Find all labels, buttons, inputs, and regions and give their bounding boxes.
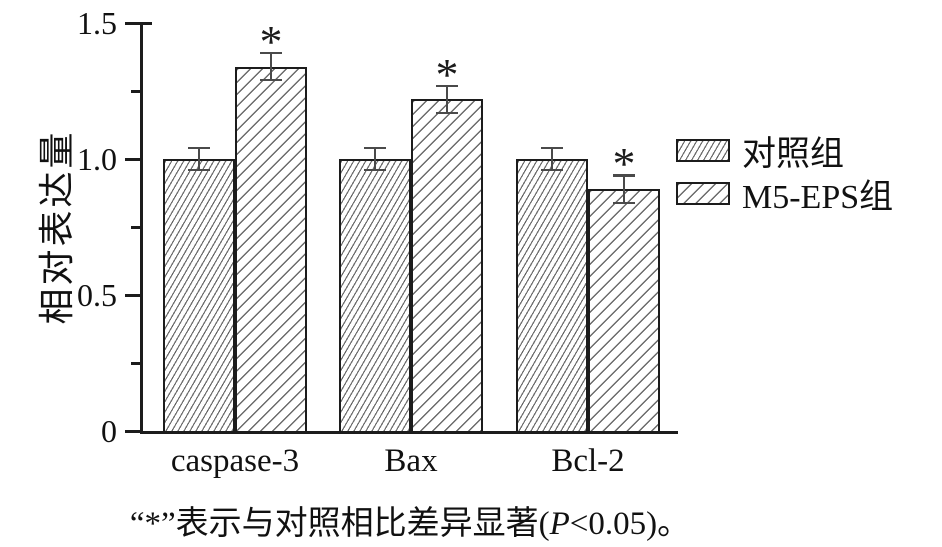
- error-bar-cap-bottom-对照组-Bax: [364, 168, 386, 172]
- y-major-tick-1.5: [125, 22, 140, 25]
- bar-对照组-Bcl-2: [516, 159, 588, 433]
- error-bar-line-M5-EPS组-caspase-3: [270, 52, 273, 81]
- legend-swatch-m5eps-hatch: [676, 181, 730, 205]
- error-bar-cap-top-M5-EPS组-Bax: [436, 84, 458, 87]
- error-bar-cap-bottom-M5-EPS组-Bcl-2: [613, 201, 635, 204]
- y-major-tick-0.5: [125, 294, 140, 297]
- bar-M5-EPS组-Bcl-2: [588, 188, 660, 433]
- bar-M5-EPS组-caspase-3: [235, 66, 307, 433]
- error-bar-line-M5-EPS组-Bax: [446, 85, 449, 113]
- legend: 对照组 M5-EPS组: [676, 134, 893, 220]
- error-bar-line-对照组-caspase-3: [198, 148, 201, 170]
- legend-row-control: 对照组: [676, 134, 893, 173]
- significance-asterisk-Bax: *: [435, 48, 459, 100]
- bar-对照组-Bax: [339, 159, 411, 433]
- error-bar-cap-top-M5-EPS组-caspase-3: [260, 51, 282, 55]
- legend-label-m5eps: M5-EPS组: [742, 178, 894, 216]
- caption-text-before: “*”表示与对照相比差异显著(: [129, 506, 550, 542]
- y-major-tick-0: [125, 430, 140, 433]
- significance-asterisk-caspase-3: *: [259, 15, 283, 67]
- y-minor-tick-1.25: [131, 90, 140, 93]
- bar-对照组-caspase-3: [163, 159, 235, 433]
- caption-text-after: <0.05)。: [569, 506, 691, 542]
- error-bar-cap-top-对照组-Bcl-2: [541, 147, 563, 150]
- error-bar-line-对照组-Bcl-2: [551, 148, 554, 170]
- y-tick-label-1.5: 1.5: [77, 5, 117, 41]
- y-minor-tick-0.75: [131, 226, 140, 229]
- error-bar-line-M5-EPS组-Bcl-2: [623, 175, 626, 203]
- legend-swatch-control-hatch: [676, 138, 730, 162]
- legend-label-control: 对照组: [742, 135, 844, 173]
- error-bar-cap-bottom-对照组-caspase-3: [188, 168, 210, 172]
- y-major-tick-1.0: [125, 158, 140, 161]
- legend-row-m5eps: M5-EPS组: [676, 177, 893, 216]
- y-tick-label-0.5: 0.5: [77, 277, 117, 313]
- significance-asterisk-Bcl-2: *: [612, 138, 636, 190]
- x-category-label-Bax: Bax: [384, 443, 438, 479]
- error-bar-cap-top-对照组-Bax: [364, 147, 386, 150]
- caption-p-symbol: P: [549, 506, 570, 542]
- error-bar-cap-bottom-M5-EPS组-caspase-3: [260, 79, 282, 82]
- x-category-label-Bcl-2: Bcl-2: [551, 443, 625, 479]
- y-minor-tick-0.25: [131, 362, 140, 365]
- y-tick-label-0: 0: [101, 413, 117, 449]
- y-axis-line: [140, 22, 143, 434]
- x-category-label-caspase-3: caspase-3: [170, 443, 300, 479]
- error-bar-line-对照组-Bax: [374, 148, 377, 170]
- error-bar-cap-top-对照组-caspase-3: [188, 147, 210, 150]
- y-axis-top-stub: [143, 22, 152, 25]
- error-bar-cap-bottom-M5-EPS组-Bax: [436, 111, 458, 114]
- y-tick-label-1.0: 1.0: [77, 141, 117, 177]
- error-bar-cap-bottom-对照组-Bcl-2: [541, 168, 563, 172]
- error-bar-cap-top-M5-EPS组-Bcl-2: [613, 174, 635, 177]
- bar-M5-EPS组-Bax: [411, 99, 483, 433]
- figure-caption: “*”表示与对照相比差异显著(P<0.05)。: [0, 496, 820, 544]
